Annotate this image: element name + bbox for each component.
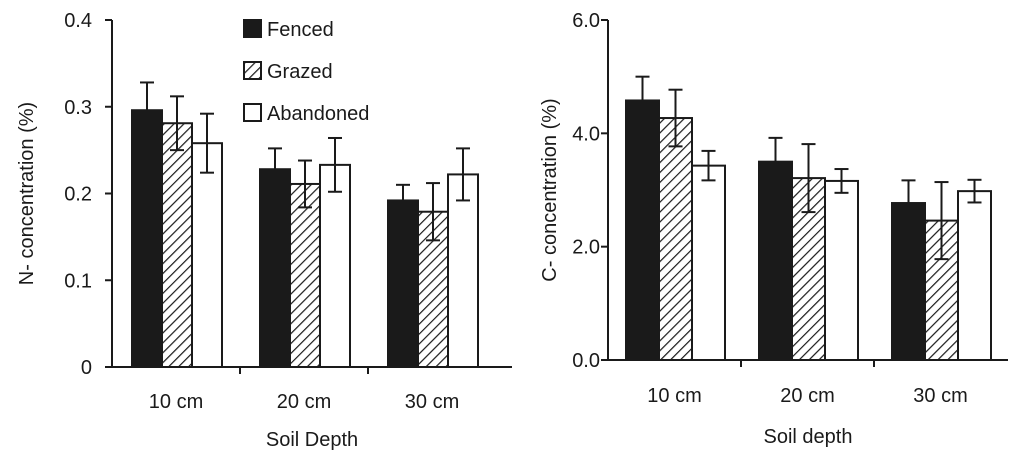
bar-grazed-20cm — [289, 182, 321, 368]
c-concentration-chart: 10 cm 20 cm 30 cm 0.0 2.0 4.0 6.0 Soil depth C- … — [539, 10, 1008, 448]
y-tick-label: 2.0 — [572, 237, 600, 259]
legend-label-grazed: Grazed — [267, 61, 333, 83]
bar-fenced-10cm — [131, 109, 163, 368]
x-tick-label: 10 cm — [149, 391, 203, 413]
bar-fenced-30cm — [387, 199, 419, 368]
y-tick-label: 6.0 — [572, 10, 600, 32]
y-tick-label: 0.3 — [64, 97, 92, 119]
y-tick-label: 4.0 — [572, 123, 600, 145]
y-tick-label: 0.0 — [572, 350, 600, 372]
x-axis-title: Soil depth — [764, 426, 853, 448]
legend: Fenced Grazed Abandoned — [243, 19, 369, 125]
legend-label-abandoned: Abandoned — [267, 103, 369, 125]
x-tick-label: 20 cm — [780, 385, 834, 407]
y-axis-title: N- concentration (%) — [16, 102, 38, 285]
legend-swatch-fenced — [243, 19, 262, 38]
x-axis-title: Soil Depth — [266, 429, 358, 451]
bar-fenced-20cm — [758, 160, 793, 361]
bar-abandoned-20cm — [319, 163, 351, 368]
n-concentration-chart: 10 cm 20 cm 30 cm 0 0.1 0.2 0.3 0.4 Soil Depth N-… — [16, 10, 512, 451]
y-tick-label: 0 — [81, 357, 92, 379]
bar-abandoned-20cm — [824, 179, 859, 361]
x-tick-label: 30 cm — [405, 391, 459, 413]
bar-abandoned-30cm — [447, 173, 479, 368]
y-tick-label: 0.1 — [64, 270, 92, 292]
y-tick-label: 0.4 — [64, 10, 92, 32]
legend-swatch-abandoned — [243, 103, 262, 122]
y-tick-label: 0.2 — [64, 184, 92, 206]
bar-abandoned-10cm — [191, 142, 223, 368]
x-tick-label: 20 cm — [277, 391, 331, 413]
legend-label-fenced: Fenced — [267, 19, 334, 41]
x-tick-label: 10 cm — [647, 385, 701, 407]
x-tick-label: 30 cm — [913, 385, 967, 407]
bar-fenced-30cm — [891, 202, 926, 361]
y-axis-title: C- concentration (%) — [539, 98, 561, 281]
bar-abandoned-30cm — [957, 190, 992, 361]
bar-fenced-20cm — [259, 168, 291, 368]
bar-grazed-10cm — [161, 122, 193, 368]
bar-grazed-10cm — [658, 117, 693, 361]
legend-swatch-grazed — [243, 61, 262, 80]
bar-fenced-10cm — [625, 99, 660, 361]
bar-abandoned-10cm — [691, 164, 726, 361]
